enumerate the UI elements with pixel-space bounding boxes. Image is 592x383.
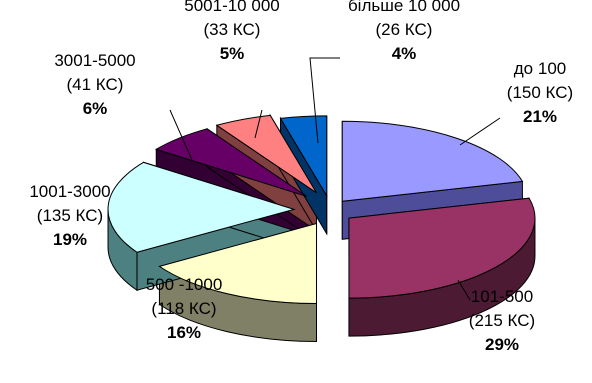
slice-label: до 100 — [514, 59, 566, 78]
slice-label: 3001-5000 — [54, 51, 135, 70]
slice-label: 1001-3000 — [29, 182, 110, 201]
slice-percent: 21% — [523, 107, 557, 126]
pie-slice — [158, 222, 318, 304]
leader-line — [254, 109, 263, 139]
slice-percent: 19% — [53, 230, 87, 249]
leader-line — [459, 117, 501, 146]
slice-percent: 4% — [392, 44, 417, 63]
slice-count: (26 КС) — [376, 20, 433, 39]
slice-percent: 29% — [485, 335, 519, 354]
pie-labels: до 100 (150 КС) 21% 101-500 (215 КС) 29% 500 -… — [29, 0, 573, 354]
slice-percent: 6% — [83, 99, 108, 118]
slice-count: (215 КС) — [469, 311, 535, 330]
pie-slice — [107, 161, 296, 253]
slice-count: (41 КС) — [67, 75, 124, 94]
slice-percent: 5% — [220, 44, 245, 63]
slice-label: 101-500 — [471, 287, 533, 306]
leader-line — [457, 279, 471, 301]
slice-percent: 16% — [167, 323, 201, 342]
slice-label: більше 10 000 — [348, 0, 460, 15]
leader-line — [169, 109, 193, 161]
slice-label: 500 -1000 — [146, 275, 223, 294]
slice-count: (33 КС) — [204, 20, 261, 39]
slice-count: (135 КС) — [37, 206, 103, 225]
leader-line — [309, 57, 340, 144]
pie-tops — [107, 114, 536, 304]
pie-slice — [341, 120, 524, 202]
slice-label: 5001-10 000 — [184, 0, 279, 15]
pie-slice — [279, 115, 328, 198]
pie-slice — [348, 197, 536, 299]
pie-slice — [215, 114, 317, 194]
slice-count: (150 КС) — [507, 83, 573, 102]
slice-count: (118 КС) — [151, 299, 216, 318]
pie-slice — [155, 128, 308, 197]
